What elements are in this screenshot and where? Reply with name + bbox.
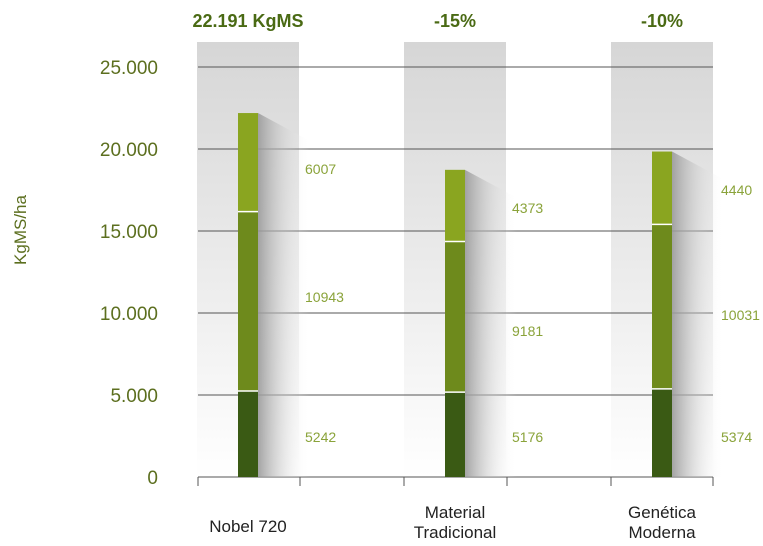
value-label: 5374: [721, 429, 752, 445]
bar-segment-0-1: [238, 211, 258, 392]
bar-segment-0-0: [238, 391, 258, 477]
category-label: Moderna: [628, 523, 696, 542]
top-label: -15%: [434, 11, 476, 31]
y-tick-label: 5.000: [110, 386, 158, 407]
bar-segment-1-2: [445, 169, 465, 242]
bar-segment-2-1: [652, 224, 672, 389]
category-label: Nobel 720: [209, 517, 287, 536]
category-label: Tradicional: [414, 523, 497, 542]
y-tick-label: 25.000: [100, 58, 158, 79]
bar-segment-1-1: [445, 241, 465, 393]
value-label: 4440: [721, 182, 752, 198]
bar-shadow-1: [465, 169, 517, 477]
y-axis-label: KgMS/ha: [11, 194, 30, 264]
value-label: 9181: [512, 323, 543, 339]
bar-shadow-0: [258, 113, 310, 477]
top-label: -10%: [641, 11, 683, 31]
y-tick-label: 15.000: [100, 222, 158, 243]
top-label: 22.191 KgMS: [192, 11, 303, 31]
category-label: Genética: [628, 503, 697, 522]
y-tick-label: 0: [147, 468, 158, 489]
value-label: 5242: [305, 429, 336, 445]
value-label: 5176: [512, 429, 543, 445]
bars: [238, 113, 672, 477]
bar-segment-2-2: [652, 151, 672, 225]
value-label: 10031: [721, 307, 760, 323]
labels: 0 5.000 10.000 15.000 20.000 25.000 5242 10943 6…: [100, 11, 760, 542]
bar-segment-0-2: [238, 113, 258, 212]
value-label: 6007: [305, 161, 336, 177]
bar-segment-2-0: [652, 388, 672, 477]
value-label: 4373: [512, 200, 543, 216]
bar-segment-1-0: [445, 392, 465, 477]
bar-shadows: [258, 113, 724, 478]
y-tick-label: 10.000: [100, 304, 158, 325]
y-tick-label: 20.000: [100, 140, 158, 161]
category-label: Material: [425, 503, 485, 522]
value-label: 10943: [305, 289, 344, 305]
bar-shadow-2: [672, 151, 724, 478]
